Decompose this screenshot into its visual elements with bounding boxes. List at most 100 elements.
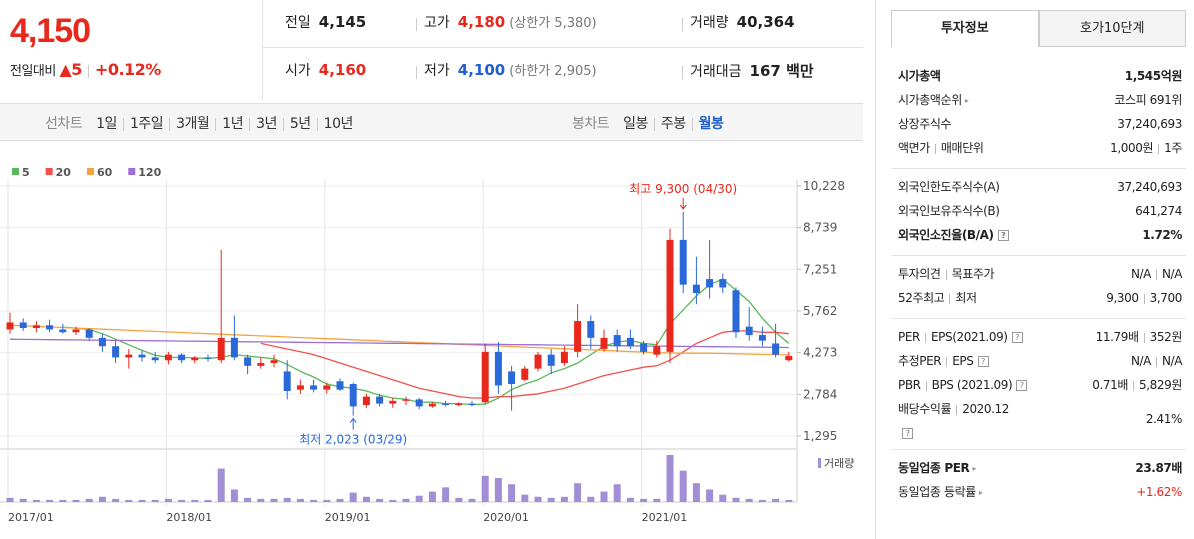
info-label-part: 52주최고	[898, 291, 945, 305]
summary-label: 전일	[285, 15, 311, 31]
volume-bar	[521, 494, 529, 502]
info-value-part: 9,300	[1106, 291, 1139, 305]
candle-body	[640, 343, 648, 352]
volume-bar	[6, 497, 14, 502]
info-label-part: 추정PER	[898, 354, 942, 368]
separator	[653, 117, 655, 131]
info-label-part: 상장주식수	[898, 117, 952, 131]
tab-group-label: 선차트	[45, 116, 83, 132]
help-icon[interactable]: ?	[1016, 380, 1028, 391]
help-icon[interactable]: ?	[902, 428, 913, 439]
volume-bar	[428, 491, 436, 502]
separator	[945, 269, 947, 280]
info-value-part: 641,274	[1135, 204, 1182, 218]
separator	[169, 117, 171, 131]
line-chart-tabs: 선차트 1일 1주일 3개월 1년 3년 5년 10년	[45, 113, 353, 133]
volume-bar	[270, 498, 278, 502]
period-tab[interactable]: 1일	[96, 116, 117, 132]
info-label-part: PER	[898, 330, 920, 344]
info-label-part: 외국인보유주식수(B)	[898, 204, 1000, 218]
volume-legend-swatch	[818, 458, 821, 468]
separator	[925, 380, 927, 391]
volume-bar	[666, 455, 674, 502]
candle-body	[560, 351, 568, 364]
volume-bar	[508, 484, 516, 502]
info-label: 동일업종 등락률 ▸	[898, 480, 983, 505]
candle-body	[521, 368, 529, 380]
volume-bar	[32, 499, 40, 502]
info-tab[interactable]: 호가10단계	[1038, 10, 1186, 47]
info-tab[interactable]: 투자정보	[891, 10, 1039, 47]
summary-value: 4,160	[318, 61, 367, 79]
volume-bar	[772, 498, 780, 502]
info-label-part: 최저	[955, 291, 977, 305]
volume-bar	[85, 498, 93, 502]
separator	[934, 143, 936, 154]
volume-bar	[151, 499, 159, 502]
info-value-part: 37,240,693	[1117, 180, 1182, 194]
volume-bar	[19, 498, 27, 502]
summary-label: 시가	[285, 63, 311, 79]
period-tab[interactable]: 10년	[323, 116, 354, 132]
info-row: 외국인보유주식수(B) 641,274	[891, 199, 1186, 223]
candle-body	[244, 357, 252, 366]
candle-body	[772, 343, 780, 355]
candle-body	[758, 335, 766, 341]
candle-body	[468, 403, 476, 406]
candle-body	[6, 322, 14, 330]
candle-body	[442, 403, 450, 406]
volume-bar	[72, 499, 80, 502]
period-tab[interactable]: 1주일	[129, 116, 164, 132]
period-tab[interactable]: 1년	[222, 116, 244, 132]
volume-bar	[600, 491, 608, 502]
candle-body	[349, 384, 357, 407]
volume-bar	[217, 468, 225, 502]
info-value-part: N/A	[1130, 354, 1151, 368]
summary-value: 40,364	[736, 13, 795, 31]
link-arrow[interactable]: ▸	[978, 487, 983, 497]
period-tab[interactable]: 5년	[289, 116, 311, 132]
info-value: 23.87배	[1135, 456, 1182, 480]
candle-body	[204, 357, 212, 359]
help-icon[interactable]: ?	[977, 356, 989, 367]
candle-body	[785, 356, 793, 361]
info-label: 외국인한도주식수(A)	[898, 175, 1000, 199]
summary-value: 167 백만	[749, 62, 814, 80]
volume-bar	[323, 499, 331, 502]
info-label-part: 동일업종 PER	[898, 461, 970, 475]
info-value: 641,274	[1135, 199, 1182, 223]
period-tab[interactable]: 3개월	[176, 116, 210, 132]
help-icon[interactable]: ?	[1011, 332, 1023, 343]
separator	[416, 66, 417, 79]
info-label-part: PBR	[898, 378, 921, 392]
y-tick-label: 8,739	[803, 221, 837, 235]
link-arrow[interactable]: ▸	[972, 463, 976, 473]
separator	[1133, 380, 1134, 391]
y-tick-label: 5,762	[803, 304, 837, 318]
summary-note: (하한가 2,905)	[509, 64, 597, 79]
change-label: 전일대비	[10, 64, 56, 79]
info-label-part: 목표주가	[951, 267, 995, 281]
info-value-part: 5,829원	[1139, 378, 1182, 392]
candle-body	[613, 335, 621, 347]
candle-tab[interactable]: 주봉	[660, 116, 686, 132]
candle-body	[323, 385, 331, 390]
candle-tab[interactable]: 일봉	[623, 116, 648, 132]
separator	[1155, 356, 1157, 367]
candle-tab[interactable]: 월봉	[698, 116, 724, 132]
info-row: PBR BPS (2021.09)? 0.71배 5,829원	[891, 373, 1186, 397]
info-value-part: 2.41%	[1145, 412, 1183, 426]
volume-bar	[310, 499, 318, 502]
legend-swatch	[12, 168, 19, 175]
link-arrow[interactable]: ▸	[964, 95, 969, 105]
volume-bar	[46, 499, 54, 502]
summary-value: 4,145	[318, 13, 367, 31]
period-tab[interactable]: 3년	[256, 116, 277, 132]
candle-body	[481, 351, 489, 403]
candle-body	[257, 363, 265, 366]
help-icon[interactable]: ?	[997, 230, 1009, 241]
separator	[215, 117, 217, 131]
volume-bar	[560, 496, 568, 502]
summary-row: 시가 4,160 저가 4,100 (하한가 2,905) 거래대금 167 백만	[263, 48, 863, 96]
